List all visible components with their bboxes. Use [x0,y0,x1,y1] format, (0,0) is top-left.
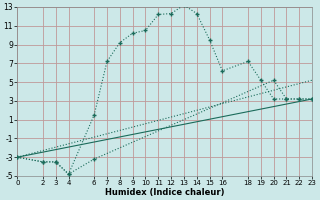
X-axis label: Humidex (Indice chaleur): Humidex (Indice chaleur) [105,188,224,197]
